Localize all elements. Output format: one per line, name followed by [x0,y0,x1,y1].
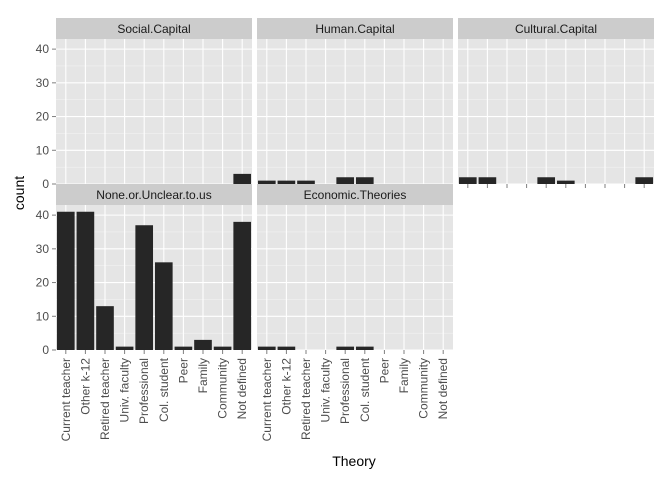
x-tick-label: Not defined [436,358,450,419]
x-tick-label: Peer [176,358,190,383]
bar-economic-theories-current-teacher [257,346,276,350]
bar-human-capital-professional [336,177,355,184]
bar-human-capital-other-k-12 [277,180,296,184]
y-tick-label: 20 [36,276,50,290]
strip-none-or-unclear-to-us [56,184,252,205]
x-tick-label: Professional [137,358,151,424]
bar-human-capital-retired-teacher [297,180,315,184]
strip-label-cultural-capital: Cultural.Capital [515,22,597,36]
y-tick-label: 20 [36,110,50,124]
panel-cultural-capital: Cultural.Capital [458,18,654,185]
x-axes: Current teacher Other k-12 Retired teacher… [59,184,645,441]
x-tick-label: Family [196,358,210,393]
x-tick-label: Community [417,358,431,419]
strip-economic-theories [257,184,453,205]
panel-background [56,39,252,184]
x-tick-label: Univ. faculty [319,358,333,422]
y-tick-label: 30 [36,76,50,90]
bar-none-or-unclear-to-us-col-student [154,262,173,350]
bar-cultural-capital-current-teacher [458,177,477,184]
y-tick-label: 0 [42,343,49,357]
y-tick-label: 10 [36,309,50,323]
bar-economic-theories-professional [336,346,355,350]
x-tick-label: Not defined [235,358,249,419]
bar-human-capital-current-teacher [257,180,276,184]
x-tick-label: Retired teacher [98,358,112,440]
bar-economic-theories-other-k-12 [277,346,296,350]
strip-social-capital [56,18,252,39]
panel-human-capital: Human.Capital [257,18,453,185]
bar-cultural-capital-other-k-12 [478,177,497,184]
x-tick-label: Univ. faculty [118,358,132,422]
bar-none-or-unclear-to-us-not-defined [233,221,252,350]
bar-none-or-unclear-to-us-current-teacher [56,211,75,350]
y-tick-label: 40 [36,208,50,222]
panel-economic-theories: Economic.Theories [257,184,453,351]
bar-social-capital-not-defined [233,173,252,184]
bar-cultural-capital-not-defined [635,177,654,184]
strip-label-human-capital: Human.Capital [315,22,394,36]
y-tick-label: 10 [36,143,50,157]
bar-cultural-capital-col-student [556,180,575,184]
panel-social-capital: Social.Capital [56,18,252,185]
strip-cultural-capital [458,18,654,39]
panel-none-or-unclear-to-us: None.or.Unclear.to.us [56,184,252,351]
y-axes: 0 10 20 30 40 0 10 20 30 40 [36,42,56,357]
bar-none-or-unclear-to-us-professional [135,225,154,350]
strip-label-none-or-unclear-to-us: None.or.Unclear.to.us [96,188,211,202]
panel-background [458,39,654,184]
bar-none-or-unclear-to-us-peer [174,346,193,350]
x-tick-label: Other k-12 [78,358,92,415]
y-tick-label: 0 [42,177,49,191]
facet-panels: Social.Capital Human.Capital Cultural.Capi… [56,18,654,351]
strip-label-social-capital: Social.Capital [117,22,190,36]
y-axis-title: count [11,176,27,210]
x-tick-label: Other k-12 [279,358,293,415]
panel-background [257,39,453,184]
x-tick-label: Community [216,358,230,419]
bar-cultural-capital-professional [537,177,556,184]
y-tick-label: 40 [36,42,50,56]
x-tick-label: Retired teacher [299,358,313,440]
x-tick-label: Current teacher [260,358,274,441]
x-tick-label: Professional [338,358,352,424]
x-tick-label: Col. student [157,357,171,422]
x-tick-label: Peer [377,358,391,383]
y-tick-label: 30 [36,242,50,256]
bar-none-or-unclear-to-us-retired-teacher [96,306,114,350]
strip-label-economic-theories: Economic.Theories [304,188,407,202]
x-tick-label: Current teacher [59,358,73,441]
x-axis-title: Theory [332,453,376,469]
bar-none-or-unclear-to-us-univ-faculty [115,346,134,350]
x-tick-label: Col. student [358,357,372,422]
bar-none-or-unclear-to-us-community [213,346,232,350]
bar-none-or-unclear-to-us-other-k-12 [76,211,95,350]
bar-none-or-unclear-to-us-family [194,339,212,350]
panel-background [257,205,453,350]
bar-human-capital-col-student [355,177,374,184]
bar-economic-theories-col-student [355,346,374,350]
strip-human-capital [257,18,453,39]
x-tick-label: Family [397,358,411,393]
